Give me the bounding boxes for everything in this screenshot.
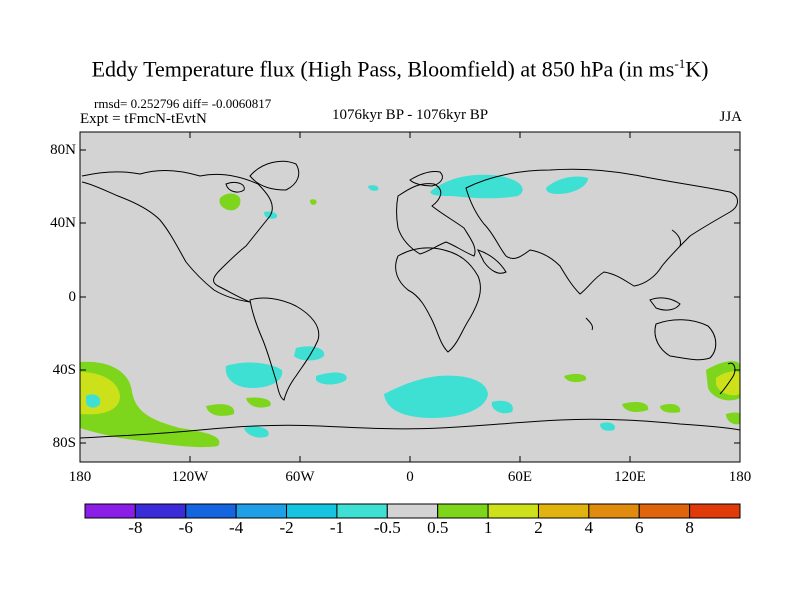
coastlines xyxy=(79,160,741,439)
lon-label-0: 0 xyxy=(406,469,414,485)
lon-label-120e: 120E xyxy=(614,469,646,485)
map-title: Eddy Temperature flux (High Pass, Bloomf… xyxy=(91,56,709,82)
lon-label-120w: 120W xyxy=(171,469,209,485)
colorbar-box xyxy=(84,503,136,519)
colorbar-box xyxy=(134,503,187,519)
colorbar-box xyxy=(336,503,388,519)
colorbar-box xyxy=(286,503,338,519)
colorbar-label: -4 xyxy=(229,518,244,537)
lat-label-80n: 80N xyxy=(50,142,76,158)
lat-label-0: 0 xyxy=(68,289,77,305)
colorbar-box xyxy=(638,503,691,519)
colorbar-label: 6 xyxy=(634,518,644,537)
colorbar-label: 0.5 xyxy=(427,518,449,537)
patch-north-america-green xyxy=(219,193,241,211)
patch-north-atlantic-cyan xyxy=(430,174,523,199)
colorbar-label: -0.5 xyxy=(373,518,401,537)
colorbar-box xyxy=(487,503,539,519)
colorbar-label: -1 xyxy=(329,518,344,537)
lon-label-180e: 180 xyxy=(728,469,752,485)
map-ticks xyxy=(79,132,741,462)
lon-label-60w: 60W xyxy=(285,469,315,485)
lat-label-40s: 40S xyxy=(52,362,76,378)
colorbar-label: 8 xyxy=(685,518,694,537)
anomaly-patches xyxy=(80,174,740,448)
lon-label-60e: 60E xyxy=(507,469,533,485)
colorbar-label: 1 xyxy=(483,518,493,537)
colorbar-box xyxy=(185,503,237,519)
lat-label-80s: 80S xyxy=(52,435,76,451)
colorbar-box xyxy=(437,503,489,519)
stats-label: rmsd= 0.252796 diff= -0.0060817 xyxy=(94,96,272,111)
colorbar-label: 4 xyxy=(584,518,594,537)
patch-south-atlantic-cyan xyxy=(225,362,283,388)
colorbar-box xyxy=(537,503,590,519)
lon-label-180w: 180 xyxy=(68,469,92,485)
colorbar-box xyxy=(235,503,288,519)
lat-label-40n: 40N xyxy=(50,215,76,231)
colorbar-label: -6 xyxy=(178,518,193,537)
patch-south-pacific-green xyxy=(80,361,220,448)
colorbar-label: 2 xyxy=(534,518,543,537)
colorbar-label: -2 xyxy=(279,518,294,537)
patch-south-pacific-cyan xyxy=(86,394,101,408)
season-label: JJA xyxy=(719,109,742,125)
period-label: 1076kyr BP - 1076kyr BP xyxy=(331,107,489,123)
colorbar-box xyxy=(386,503,439,519)
colorbar-box xyxy=(588,503,640,519)
experiment-label: Expt = tFmcN-tEvtN xyxy=(80,111,207,127)
patch-southern-ocean-cyan xyxy=(384,375,488,418)
colorbar-box xyxy=(689,503,741,519)
colorbar-label: -8 xyxy=(128,518,143,537)
